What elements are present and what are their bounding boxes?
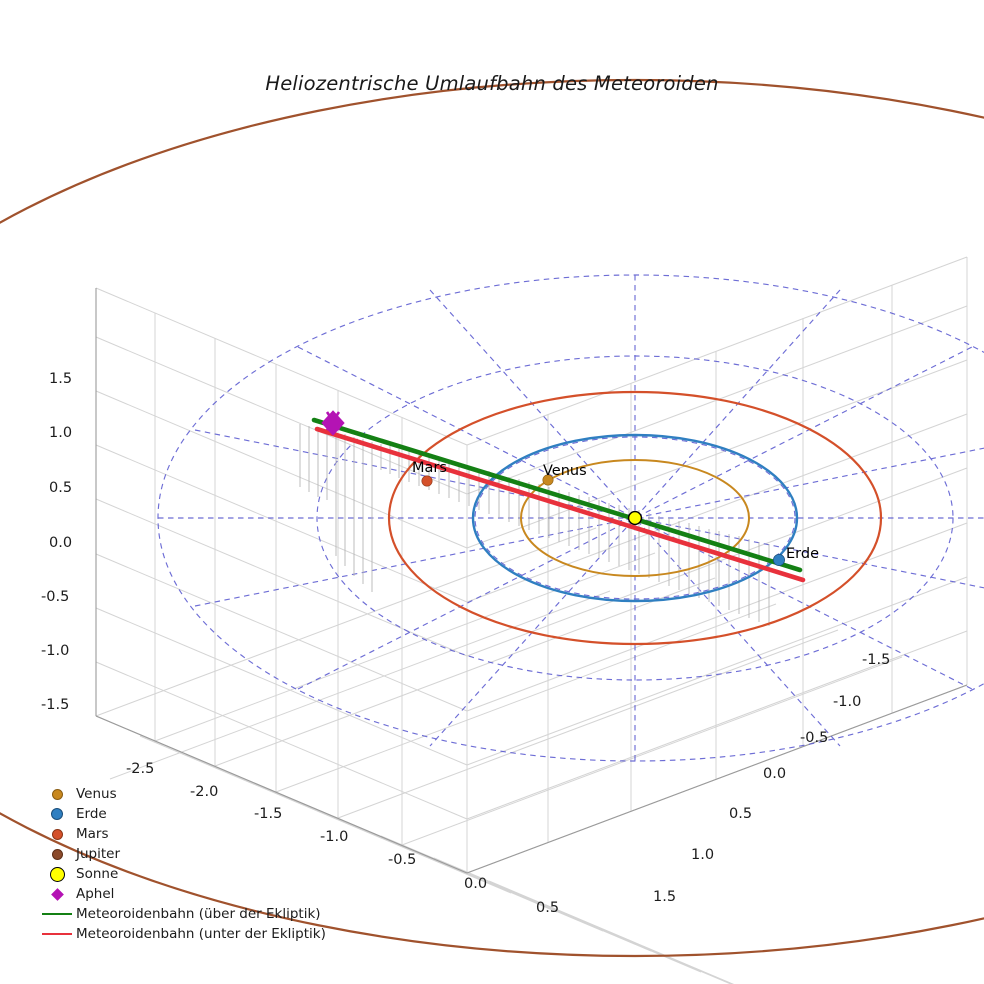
y-tick: 0.0 bbox=[763, 766, 787, 782]
legend-item-bahn-unter[interactable]: Meteoroidenbahn (unter der Ekliptik) bbox=[38, 924, 338, 944]
mars-label: Mars bbox=[412, 460, 447, 476]
erde-orbit bbox=[471, 433, 799, 603]
legend-item-mars[interactable]: Mars bbox=[38, 824, 338, 844]
legend-item-aphel[interactable]: Aphel bbox=[38, 884, 338, 904]
legend-label: Mars bbox=[76, 826, 109, 842]
axis-spines bbox=[95, 288, 968, 874]
mars-marker-icon bbox=[38, 824, 76, 844]
z-tick: -0.5 bbox=[41, 589, 70, 605]
z-tick: -1.0 bbox=[41, 643, 70, 659]
mars-orbit bbox=[387, 390, 883, 646]
legend-label: Venus bbox=[76, 786, 117, 802]
erde-marker-icon bbox=[38, 804, 76, 824]
legend-label: Sonne bbox=[76, 866, 119, 882]
legend-item-sonne[interactable]: Sonne bbox=[38, 864, 338, 884]
venus-marker bbox=[542, 474, 554, 486]
jupiter-orbit bbox=[0, 79, 984, 957]
y-tick: 0.5 bbox=[729, 806, 753, 822]
x-tick: -0.5 bbox=[388, 852, 417, 868]
x-tick: -1.0 bbox=[320, 829, 349, 845]
trajectory-below-ecliptic bbox=[314, 426, 806, 583]
z-tick: 0.0 bbox=[49, 535, 73, 551]
legend-item-bahn-ueber[interactable]: Meteoroidenbahn (über der Ekliptik) bbox=[38, 904, 338, 924]
sonne-marker bbox=[627, 510, 643, 526]
jupiter-marker-icon bbox=[38, 844, 76, 864]
legend-label: Meteoroidenbahn (über der Ekliptik) bbox=[76, 906, 321, 922]
z-tick: 1.0 bbox=[49, 425, 73, 441]
y-tick: -1.0 bbox=[833, 694, 862, 710]
green-line-icon bbox=[38, 904, 76, 924]
legend-label: Erde bbox=[76, 806, 107, 822]
erde-label: Erde bbox=[786, 546, 819, 562]
aphel-marker bbox=[321, 410, 345, 436]
sonne-marker-icon bbox=[38, 864, 76, 884]
erde-marker bbox=[773, 554, 785, 566]
trajectory-above-ecliptic bbox=[311, 417, 803, 573]
legend-label: Aphel bbox=[76, 886, 115, 902]
red-line-icon bbox=[38, 924, 76, 944]
legend-label: Jupiter bbox=[76, 846, 121, 862]
legend-item-jupiter[interactable]: Jupiter bbox=[38, 844, 338, 864]
y-tick: 1.5 bbox=[653, 889, 677, 905]
legend-label: Meteoroidenbahn (unter der Ekliptik) bbox=[76, 926, 326, 942]
polar-grid bbox=[157, 274, 984, 762]
venus-marker-icon bbox=[38, 784, 76, 804]
aphel-marker-icon bbox=[38, 884, 76, 904]
meteoroid-trajectory bbox=[311, 417, 806, 583]
z-tick: -1.5 bbox=[41, 697, 70, 713]
z-tick: 0.5 bbox=[49, 480, 73, 496]
x-tick: -2.5 bbox=[126, 761, 155, 777]
x-tick: 0.5 bbox=[536, 900, 560, 916]
planet-orbits bbox=[387, 390, 883, 646]
legend: Venus Erde Mars Jupiter Sonne bbox=[38, 784, 338, 944]
venus-orbit bbox=[520, 459, 750, 577]
x-tick: 0.0 bbox=[464, 876, 488, 892]
mars-marker bbox=[421, 475, 433, 487]
y-axis-spine bbox=[466, 684, 968, 874]
y-tick: -0.5 bbox=[800, 730, 829, 746]
y-tick: 1.0 bbox=[691, 847, 715, 863]
trajectory-stems bbox=[299, 424, 770, 626]
x-tick: -2.0 bbox=[190, 784, 219, 800]
y-tick: -1.5 bbox=[862, 652, 891, 668]
x-tick: -1.5 bbox=[254, 806, 283, 822]
z-tick: 1.5 bbox=[49, 371, 73, 387]
polar-spokes bbox=[158, 275, 984, 761]
x-axis-spine bbox=[95, 715, 468, 874]
legend-item-erde[interactable]: Erde bbox=[38, 804, 338, 824]
page-title: Heliozentrische Umlaufbahn des Meteoroid… bbox=[265, 72, 719, 95]
body-markers bbox=[421, 474, 785, 566]
legend-item-venus[interactable]: Venus bbox=[38, 784, 338, 804]
venus-label: Venus bbox=[543, 463, 587, 479]
